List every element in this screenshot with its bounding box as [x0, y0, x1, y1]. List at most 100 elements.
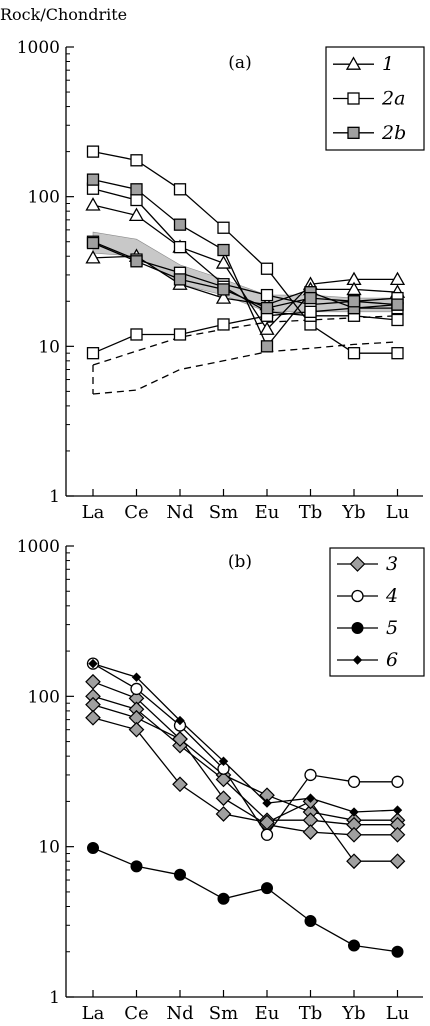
data-point-3 [346, 826, 362, 843]
data-point-6 [349, 807, 359, 817]
legend-label: 4 [385, 585, 398, 607]
x-tick-label: Tb [299, 1003, 323, 1024]
data-point-2b [130, 255, 143, 268]
data-point-1 [128, 207, 145, 222]
data-point-2b [86, 173, 100, 186]
data-point-3 [389, 853, 406, 870]
data-point-4 [260, 828, 274, 841]
data-point-3 [346, 853, 362, 870]
data-point-3 [302, 824, 319, 840]
data-point-4 [391, 775, 404, 788]
dashed-field-upper [92, 315, 398, 366]
data-point-1 [85, 197, 101, 211]
panel-label: (b) [228, 552, 252, 572]
series-line-2a [92, 150, 398, 354]
y-tick-label: 1 [49, 487, 60, 507]
x-tick-label: Yb [341, 1003, 365, 1024]
data-point-2a [173, 240, 187, 254]
data-point-2b [260, 340, 274, 353]
data-point-2a [260, 262, 274, 275]
x-tick-label: Eu [255, 1003, 280, 1024]
data-point-1 [259, 321, 275, 335]
data-point-1 [215, 255, 232, 269]
data-point-1 [389, 271, 406, 286]
data-point-2a [173, 183, 187, 196]
data-point-2b [260, 301, 274, 315]
data-point-2a [391, 313, 404, 327]
series-line-5 [92, 847, 398, 953]
series-line-2b [92, 242, 398, 309]
series-line-3 [92, 681, 398, 821]
series-line-2a [92, 188, 398, 306]
x-tick-label: Yb [341, 502, 365, 523]
data-point-2a [130, 154, 143, 167]
data-point-6 [131, 672, 142, 682]
legend-marker [347, 126, 360, 139]
data-point-1 [215, 290, 232, 304]
data-point-5 [130, 860, 143, 873]
data-point-3 [85, 673, 101, 690]
data-point-4 [347, 775, 361, 788]
x-tick-label: La [82, 1003, 105, 1024]
data-point-3 [215, 790, 232, 807]
panel-label: (a) [228, 53, 251, 73]
legend-label: 2a [381, 88, 405, 110]
legend-label: 6 [386, 649, 398, 671]
data-point-2b [173, 218, 187, 231]
data-point-2a [391, 347, 404, 360]
data-point-2b [304, 291, 317, 305]
data-point-4 [130, 682, 143, 696]
x-tick-label: Lu [386, 1003, 410, 1024]
data-point-5 [174, 868, 186, 881]
legend-marker [351, 589, 364, 603]
data-point-1 [346, 281, 362, 296]
data-point-2b [86, 236, 100, 250]
x-tick-label: La [82, 502, 105, 523]
chart-panel-a: 1 10 100 1000 La Ce Nd Sm Eu Tb Yb Lu (a) 1 2a 2b [17, 38, 425, 523]
legend-label: 2b [381, 122, 406, 144]
y-axis-title: Rock/Chondrite [0, 5, 127, 24]
legend-box [329, 547, 425, 677]
legend-marker [351, 622, 364, 634]
series-line-6 [92, 662, 398, 813]
legend-marker [345, 56, 362, 70]
series-line-1 [92, 255, 398, 306]
data-point-2a [86, 145, 100, 158]
data-point-6 [392, 805, 403, 815]
data-point-2a [173, 328, 187, 341]
legend-marker [347, 92, 360, 105]
data-point-2a [217, 318, 230, 331]
data-point-2b [217, 243, 230, 257]
x-tick-label: Tb [299, 502, 323, 523]
data-point-3 [172, 731, 188, 747]
data-point-2b [217, 283, 230, 296]
data-point-2a [217, 221, 230, 234]
data-point-2a [86, 347, 100, 360]
data-point-6 [218, 756, 229, 766]
data-point-5 [391, 945, 404, 958]
data-point-3 [215, 771, 232, 788]
data-point-6 [305, 793, 316, 803]
series-line-3 [92, 695, 398, 826]
data-point-5 [304, 915, 317, 928]
x-tick-label: Sm [209, 1003, 238, 1024]
data-point-2a [304, 305, 317, 318]
y-tick-label: 1000 [17, 537, 60, 557]
data-point-3 [85, 696, 101, 713]
data-point-6 [175, 715, 185, 726]
data-point-2a [260, 288, 274, 302]
x-tick-label: Nd [166, 1003, 193, 1024]
x-tick-label: Nd [166, 502, 193, 523]
y-tick-label: 100 [28, 188, 60, 208]
x-tick-label: Sm [209, 502, 238, 523]
legend-label: 1 [382, 53, 394, 75]
series-line-2a [92, 307, 398, 354]
y-tick-label: 1000 [17, 38, 60, 58]
legend-marker [352, 655, 363, 665]
y-tick-label: 10 [38, 337, 60, 357]
data-point-6 [88, 658, 98, 669]
x-tick-label: Ce [124, 1003, 148, 1024]
series-line-4 [92, 663, 398, 836]
x-tick-label: Lu [386, 502, 410, 523]
